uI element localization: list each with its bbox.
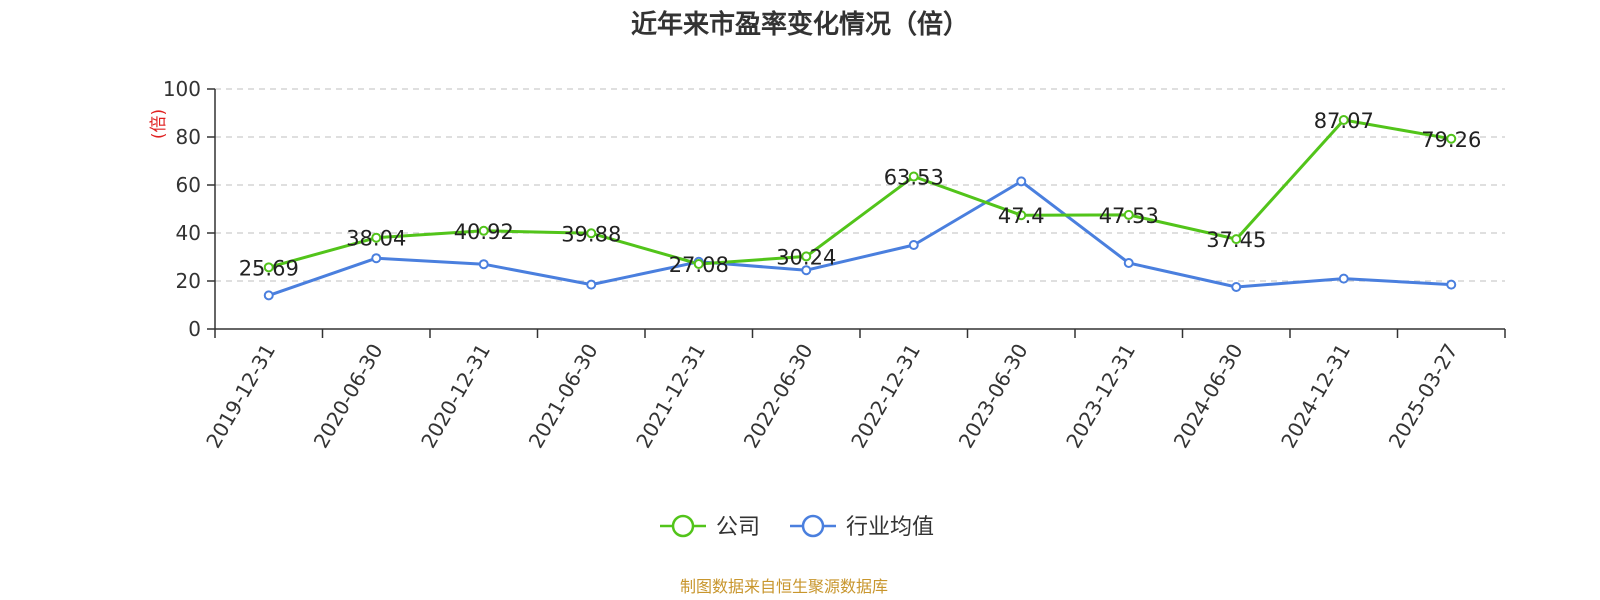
- data-label: 25.69: [239, 256, 299, 280]
- data-point: [1338, 273, 1349, 284]
- series-lines: [268, 118, 1452, 297]
- data-label: 30.24: [776, 245, 836, 269]
- data-point: [478, 225, 489, 236]
- data-point: [693, 259, 704, 270]
- data-point: [1446, 133, 1457, 144]
- data-point: [908, 240, 919, 250]
- data-point: [586, 228, 597, 239]
- y-tick-label: 60: [176, 173, 201, 197]
- source-note: 制图数据来自恒生聚源数据库: [680, 577, 888, 596]
- data-label: 39.88: [561, 222, 621, 246]
- data-label: 27.08: [669, 253, 729, 277]
- x-tick-label: 2020-12-31: [416, 340, 495, 453]
- data-point: [1016, 210, 1027, 221]
- legend-label: 公司: [716, 515, 760, 540]
- series-line-0: [268, 118, 1452, 269]
- data-point: [478, 259, 489, 270]
- x-tick-label: 2023-12-31: [1061, 340, 1140, 453]
- data-label: 47.4: [998, 204, 1045, 228]
- data-point: [263, 290, 274, 301]
- legend-marker-icon: [671, 514, 695, 538]
- legend[interactable]: 公司 行业均值: [660, 514, 934, 540]
- x-tick-label: 2022-06-30: [739, 340, 818, 453]
- data-label: 38.04: [346, 227, 406, 251]
- y-axis-label: (倍): [149, 109, 169, 139]
- legend-item-1[interactable]: 行业均值: [790, 514, 934, 540]
- data-label: 47.53: [1099, 204, 1159, 228]
- x-tick-label: 2022-12-31: [846, 340, 925, 453]
- data-point: [1016, 176, 1027, 187]
- data-point: [1231, 282, 1242, 292]
- chart-title: 近年来市盈率变化情况（倍）: [631, 9, 969, 40]
- data-point: [801, 265, 812, 276]
- data-point: [371, 253, 382, 264]
- x-tick-label: 2019-12-31: [201, 340, 280, 453]
- y-tick-label: 80: [176, 125, 201, 149]
- data-point: [1338, 115, 1349, 126]
- x-tick-label: 2024-06-30: [1169, 340, 1248, 453]
- data-labels: 25.69 38.04 40.92 39.88 27.08 30.24 63.53 47.4 4…: [239, 109, 1482, 280]
- x-tick-labels: 2019-12-31 2020-06-30 2020-12-31 2021-06-30…: [201, 340, 1462, 453]
- axes: [207, 88, 1506, 338]
- series-line-1: [268, 179, 1452, 297]
- data-point: [908, 171, 919, 182]
- y-tick-labels: 0 20 40 60 80 100: [163, 77, 201, 341]
- data-point: [1123, 209, 1134, 220]
- data-point: [801, 251, 812, 262]
- data-label: 37.45: [1206, 228, 1266, 252]
- data-point: [586, 279, 597, 290]
- y-tick-label: 100: [163, 77, 201, 101]
- data-point: [1231, 234, 1242, 245]
- x-tick-label: 2025-03-27: [1384, 340, 1463, 453]
- data-label: 63.53: [884, 166, 944, 190]
- y-tick-label: 20: [176, 269, 201, 293]
- data-point: [1446, 279, 1457, 290]
- y-tick-label: 40: [176, 221, 201, 245]
- data-label: 40.92: [454, 220, 514, 244]
- grid-lines: [215, 88, 1505, 282]
- x-tick-label: 2024-12-31: [1276, 340, 1355, 453]
- legend-label: 行业均值: [846, 515, 934, 540]
- legend-marker-icon: [801, 514, 825, 538]
- x-tick-label: 2021-12-31: [631, 340, 710, 453]
- data-point: [263, 262, 274, 273]
- x-tick-label: 2021-06-30: [524, 340, 603, 453]
- data-point: [1123, 258, 1134, 268]
- x-tick-label: 2020-06-30: [309, 340, 388, 453]
- x-tick-label: 2023-06-30: [954, 340, 1033, 453]
- data-label: 79.26: [1421, 128, 1481, 152]
- series-points: [263, 115, 1457, 301]
- data-label: 87.07: [1314, 109, 1374, 133]
- data-point: [371, 232, 382, 243]
- y-tick-label: 0: [188, 317, 201, 341]
- legend-item-0[interactable]: 公司: [660, 514, 760, 540]
